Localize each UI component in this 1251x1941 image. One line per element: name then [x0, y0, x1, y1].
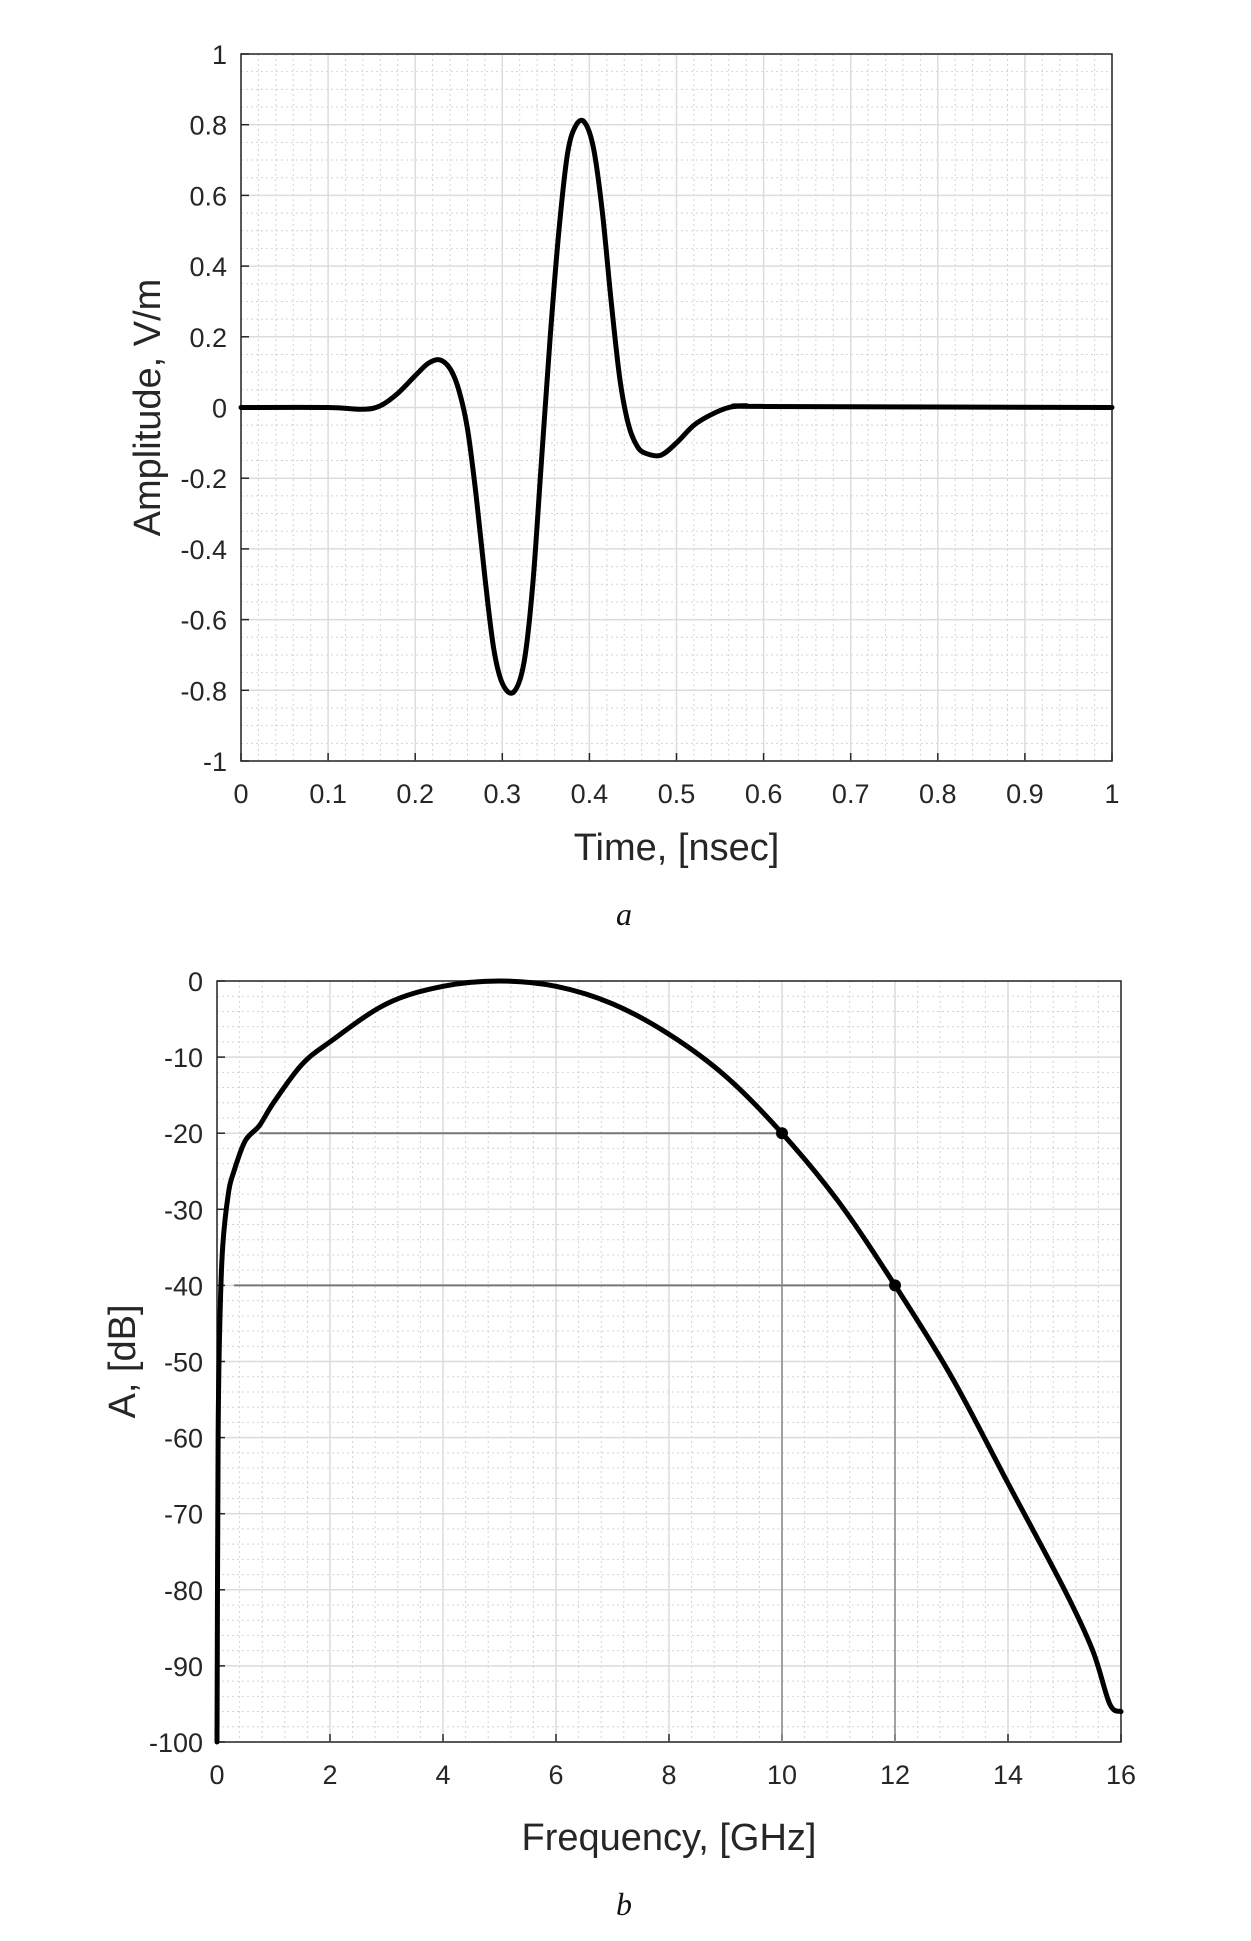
x-tick-label: 14 [993, 1760, 1023, 1790]
y-tick-label: -10 [164, 1043, 203, 1073]
chart-a: 0 0.1 0.2 0.3 0.4 0.5 0.6 0.7 0.8 0.9 1 -1 -0.8 -0.6 -… [127, 40, 1120, 932]
y-tick-label: -60 [164, 1424, 203, 1454]
x-tick-label: 0 [209, 1760, 224, 1790]
x-tick-label: 0.9 [1006, 779, 1044, 809]
y-tick-label: -0.4 [180, 535, 227, 565]
x-tick-label: 0.8 [919, 779, 957, 809]
y-tick-label: -0.8 [180, 676, 227, 706]
x-tick-label: 4 [435, 1760, 450, 1790]
series-line-pulse [238, 117, 1115, 696]
series-line-spectrum [214, 978, 1124, 1745]
x-tick-label: 0.3 [484, 779, 522, 809]
figure-caption: a [616, 896, 632, 932]
y-tick-label: 0.2 [189, 323, 227, 353]
chart-b: 0 2 4 6 8 10 12 14 16-100-90-80-70-60-50-40-30-2… [102, 967, 1136, 1922]
y-tick-label: 0.4 [189, 252, 227, 282]
y-tick-label: -20 [164, 1119, 203, 1149]
y-tick-label: -30 [164, 1195, 203, 1225]
x-tick-label: 2 [322, 1760, 337, 1790]
data-marker [776, 1127, 788, 1140]
y-tick-label: -100 [149, 1728, 203, 1758]
y-tick-label: 0.6 [189, 181, 227, 211]
y-tick-label: -90 [164, 1652, 203, 1682]
y-axis-label: A, [dB] [102, 1304, 144, 1418]
x-tick-label: 0.2 [396, 779, 434, 809]
y-tick-label: -1 [203, 747, 227, 777]
y-tick-label: -50 [164, 1348, 203, 1378]
x-axis-label: Frequency, [GHz] [522, 1817, 817, 1859]
y-tick-label: -40 [164, 1271, 203, 1301]
x-tick-label: 0 [233, 779, 248, 809]
x-tick-label: 0.1 [309, 779, 347, 809]
figure-caption: b [616, 1886, 632, 1922]
x-tick-label: 8 [661, 1760, 676, 1790]
data-marker [889, 1279, 901, 1292]
y-tick-label: 0 [212, 394, 227, 424]
y-tick-label: 1 [212, 40, 227, 70]
x-tick-label: 0.7 [832, 779, 870, 809]
x-tick-label: 0.6 [745, 779, 783, 809]
x-tick-label: 0.5 [658, 779, 696, 809]
x-tick-label: 0.4 [571, 779, 609, 809]
y-tick-label: 0.8 [189, 111, 227, 141]
x-tick-label: 10 [767, 1760, 797, 1790]
y-tick-label: -80 [164, 1576, 203, 1606]
y-axis-label: Amplitude, V/m [127, 279, 169, 537]
y-tick-label: -0.2 [180, 464, 227, 494]
y-tick-label: -70 [164, 1500, 203, 1530]
x-tick-label: 16 [1106, 1760, 1136, 1790]
y-tick-label: 0 [188, 967, 203, 997]
x-tick-label: 12 [880, 1760, 910, 1790]
x-axis-label: Time, [nsec] [574, 827, 780, 869]
x-tick-label: 6 [548, 1760, 563, 1790]
x-tick-label: 1 [1104, 779, 1119, 809]
y-tick-label: -0.6 [180, 606, 227, 636]
